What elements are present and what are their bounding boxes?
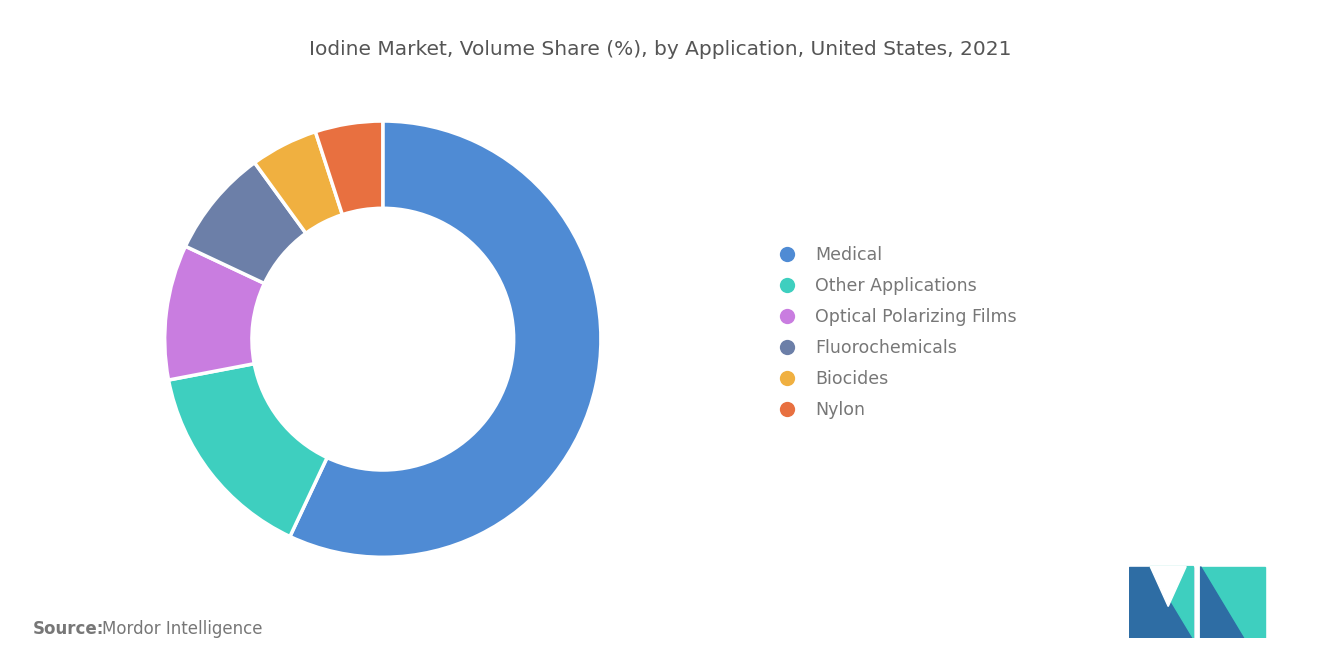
- Wedge shape: [315, 121, 383, 215]
- Wedge shape: [185, 163, 306, 283]
- Polygon shape: [1201, 567, 1243, 638]
- Polygon shape: [1150, 567, 1187, 606]
- Text: Iodine Market, Volume Share (%), by Application, United States, 2021: Iodine Market, Volume Share (%), by Appl…: [309, 40, 1011, 59]
- Text: Mordor Intelligence: Mordor Intelligence: [102, 620, 263, 638]
- Legend: Medical, Other Applications, Optical Polarizing Films, Fluorochemicals, Biocides: Medical, Other Applications, Optical Pol…: [762, 237, 1026, 428]
- Polygon shape: [1150, 567, 1193, 638]
- Wedge shape: [255, 132, 342, 233]
- Text: Source:: Source:: [33, 620, 104, 638]
- Wedge shape: [169, 364, 327, 537]
- Polygon shape: [1129, 567, 1193, 638]
- Wedge shape: [290, 121, 601, 557]
- Polygon shape: [1201, 567, 1266, 638]
- Wedge shape: [165, 246, 264, 380]
